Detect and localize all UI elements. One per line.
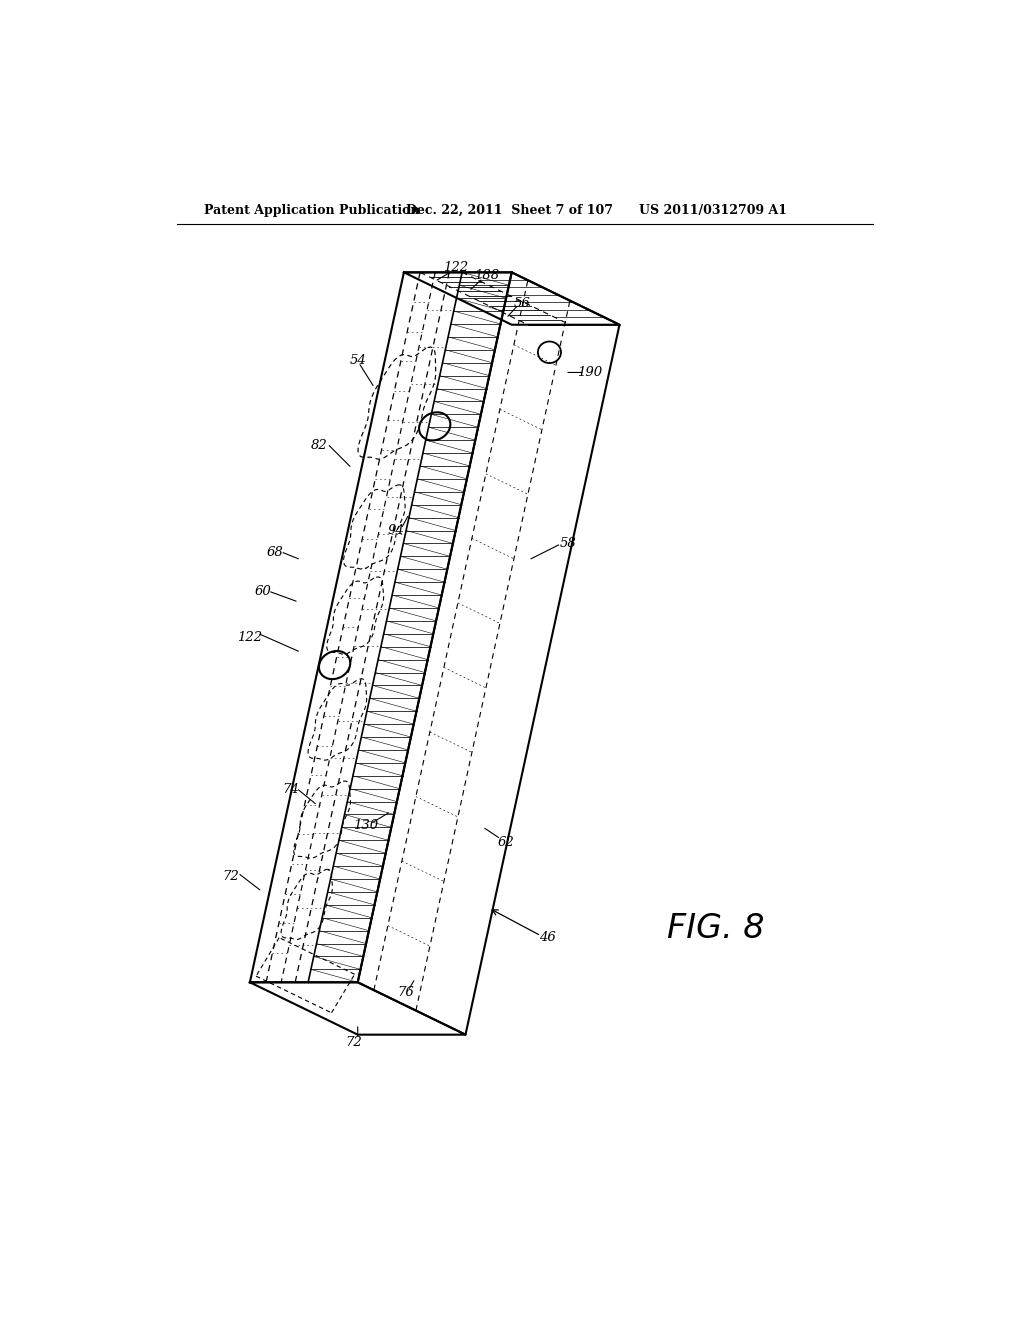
- Text: 122: 122: [443, 261, 468, 275]
- Text: 72: 72: [345, 1036, 362, 1049]
- Text: 56: 56: [513, 297, 530, 310]
- Text: 62: 62: [498, 836, 515, 849]
- Text: Patent Application Publication: Patent Application Publication: [204, 205, 419, 218]
- Text: 188: 188: [474, 269, 499, 282]
- Text: 60: 60: [255, 585, 271, 598]
- Text: 46: 46: [540, 931, 556, 944]
- Text: 68: 68: [267, 546, 284, 560]
- Text: FIG. 8: FIG. 8: [667, 912, 765, 945]
- Text: 122: 122: [238, 631, 262, 644]
- Text: 58: 58: [559, 537, 577, 550]
- Text: 74: 74: [283, 783, 299, 796]
- Text: 72: 72: [222, 870, 239, 883]
- Text: Dec. 22, 2011  Sheet 7 of 107: Dec. 22, 2011 Sheet 7 of 107: [407, 205, 613, 218]
- Text: 94: 94: [388, 524, 404, 537]
- Text: 76: 76: [398, 986, 415, 999]
- Text: 130: 130: [353, 820, 378, 833]
- Text: 82: 82: [311, 440, 328, 453]
- Text: US 2011/0312709 A1: US 2011/0312709 A1: [639, 205, 786, 218]
- Text: 190: 190: [577, 366, 602, 379]
- Text: 54: 54: [349, 354, 367, 367]
